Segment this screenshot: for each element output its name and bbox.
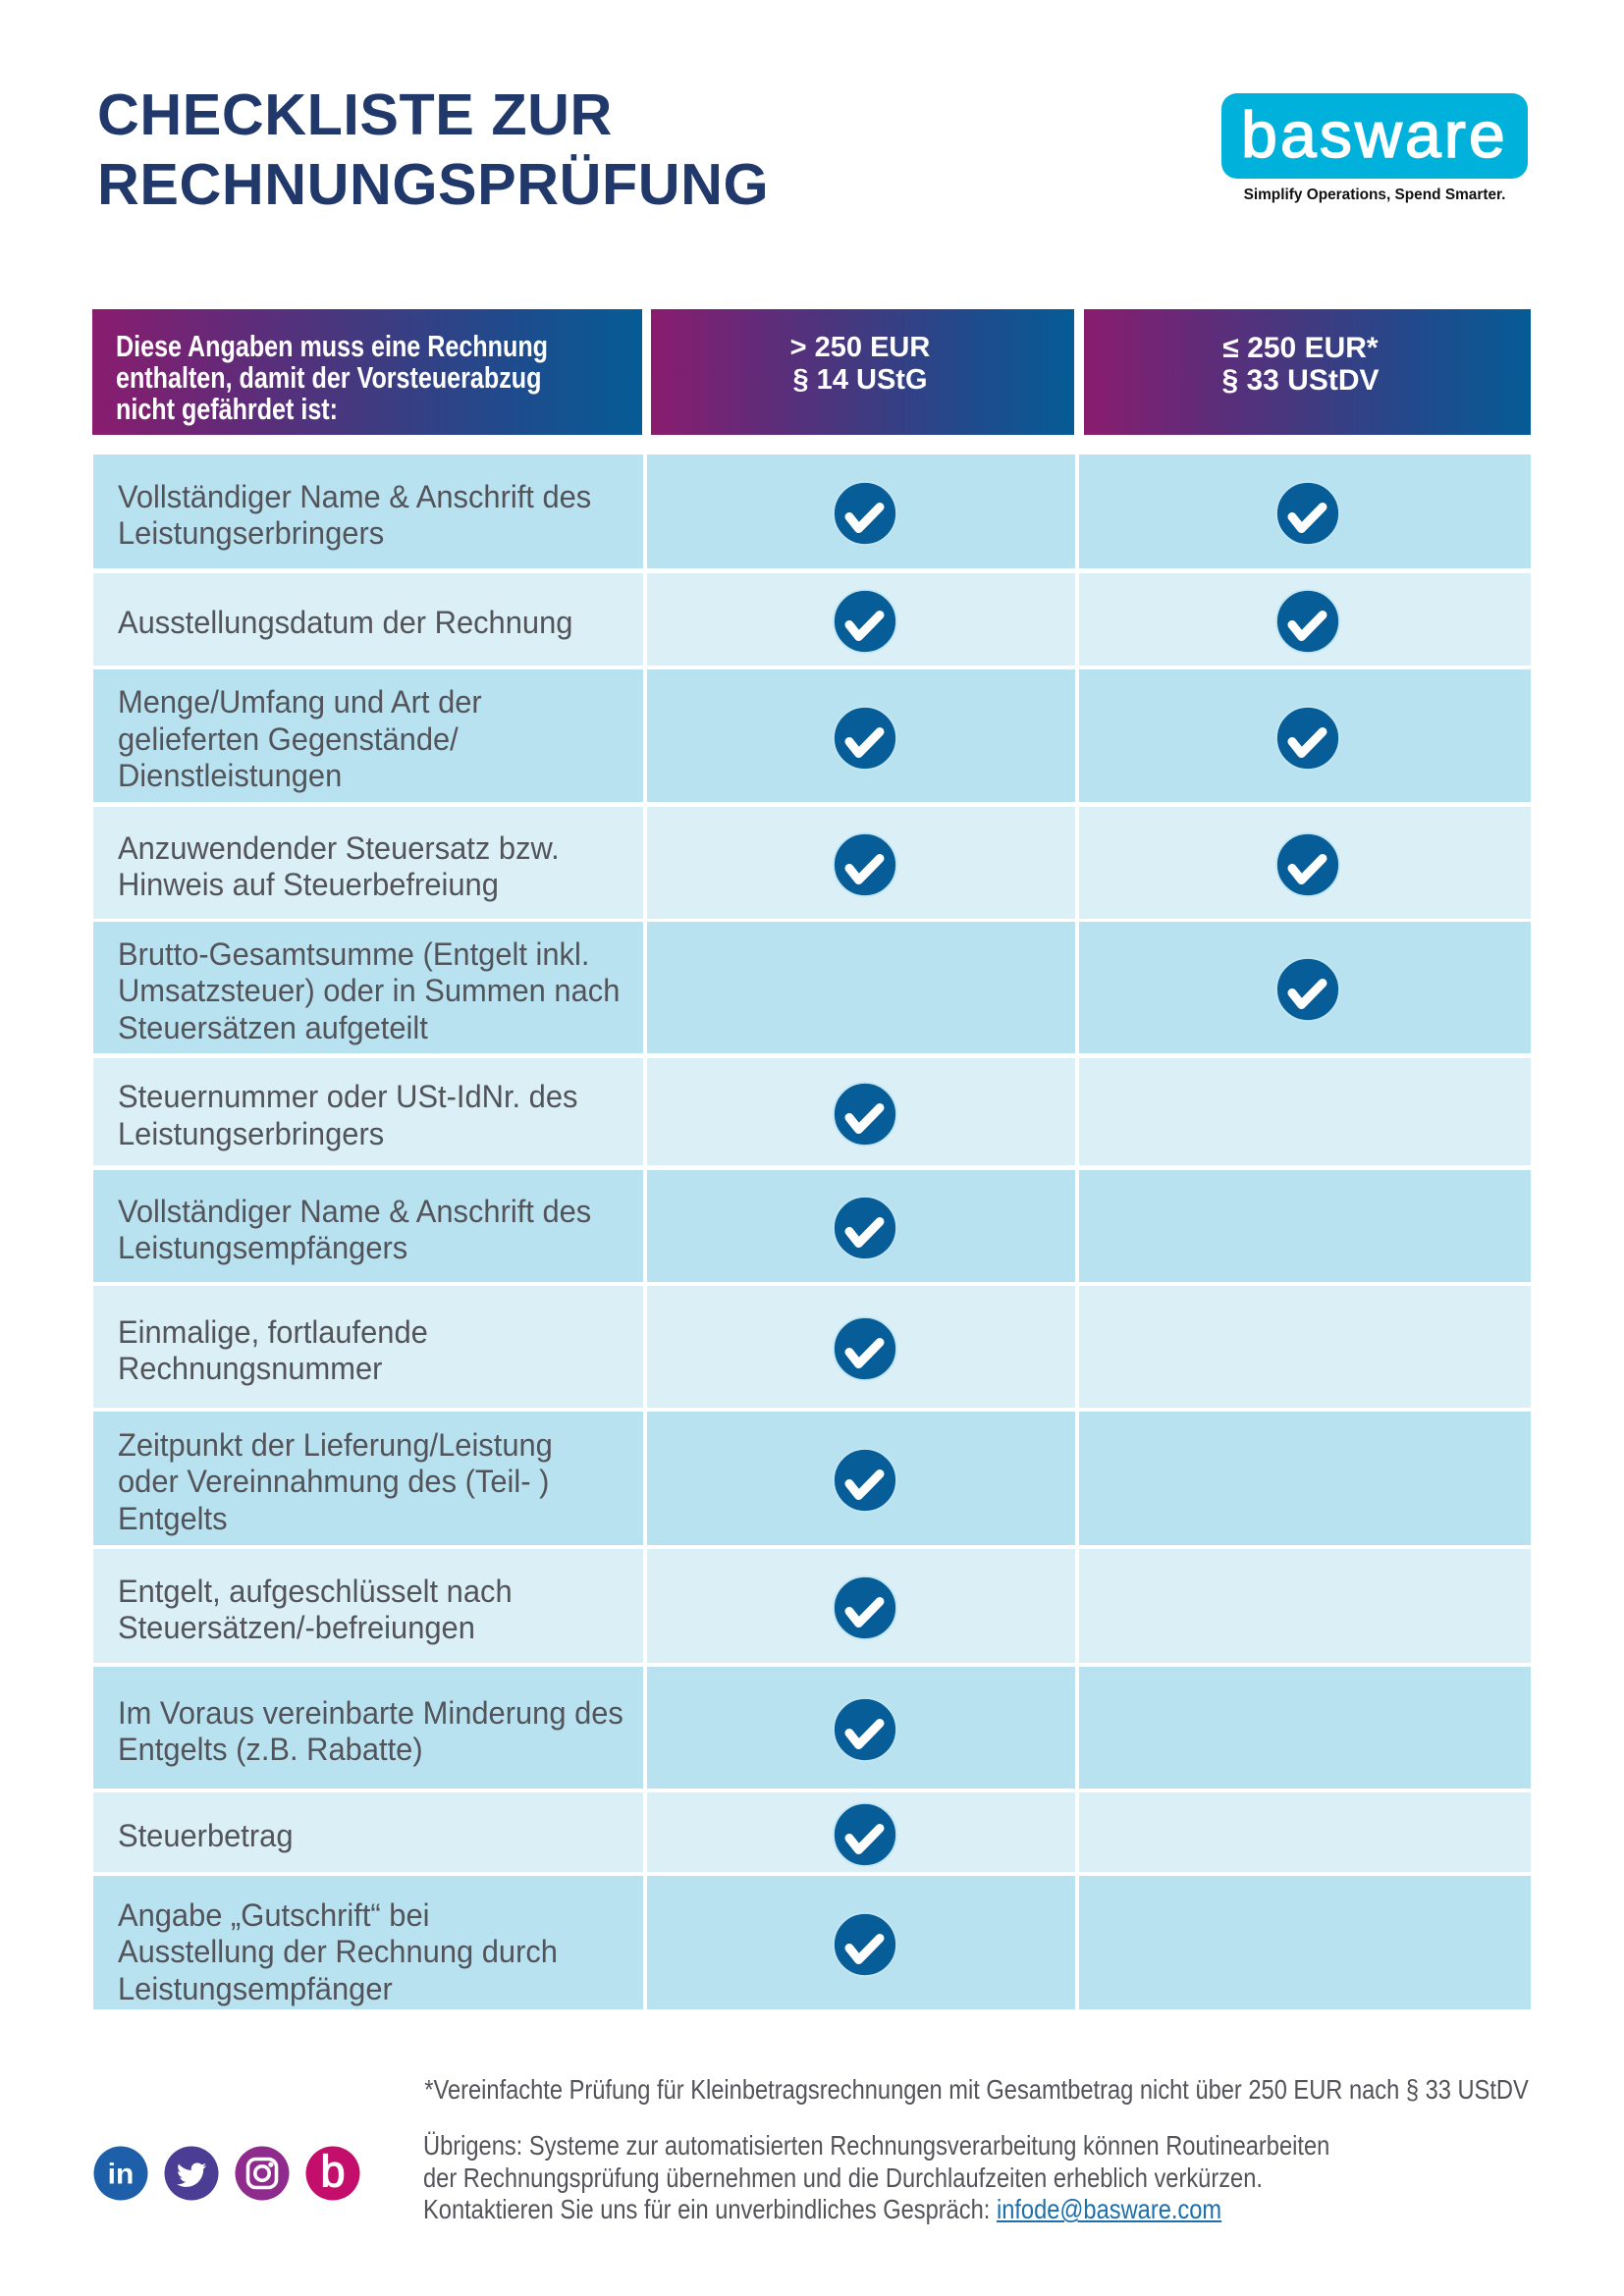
svg-text:in: in — [108, 2159, 135, 2191]
svg-text:b: b — [320, 2147, 345, 2197]
